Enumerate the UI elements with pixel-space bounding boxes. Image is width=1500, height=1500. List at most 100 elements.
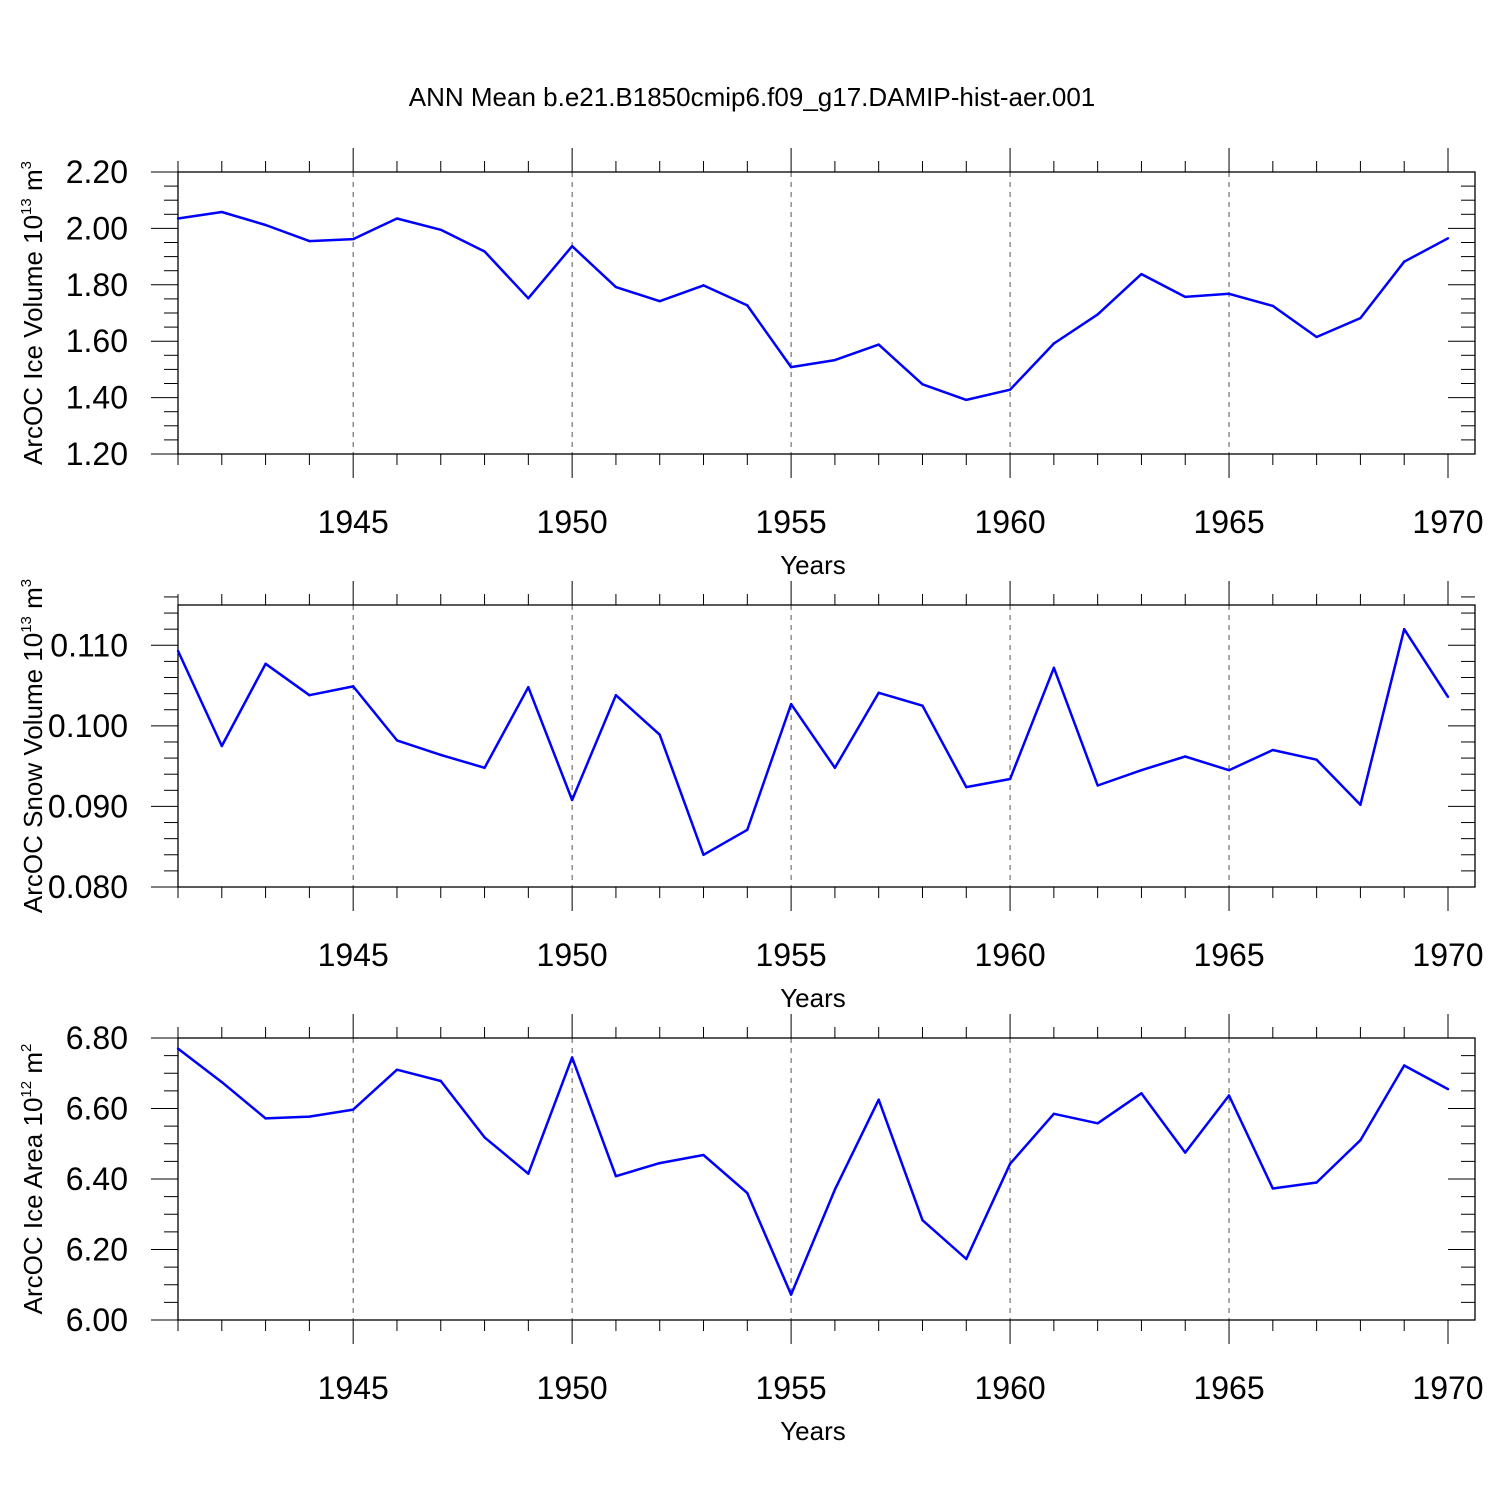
y-tick-label: 1.20 — [66, 436, 128, 472]
x-tick-label: 1950 — [537, 1370, 608, 1406]
data-point — [176, 649, 180, 653]
data-point — [702, 1153, 705, 1157]
y-tick-label: 6.00 — [66, 1302, 128, 1338]
y-tick-label: 6.60 — [66, 1091, 128, 1127]
data-point — [1096, 1122, 1099, 1125]
x-tick-label: 1970 — [1412, 1370, 1483, 1406]
data-point — [1140, 768, 1143, 772]
data-point — [176, 217, 180, 220]
data-point — [570, 1056, 574, 1059]
y-tick-label: 0.080 — [48, 869, 128, 905]
data-point — [789, 365, 793, 369]
panel-snow-volume: 1945 1950 1955 1960 1965 1970 0.080 0.090 0.100 0… — [18, 579, 1484, 1013]
data-point — [658, 1161, 661, 1165]
data-point — [1096, 313, 1099, 316]
panel-ice-area: 1945 1950 1955 1960 1965 1970 6.00 6.20 6.40 6.60… — [18, 1014, 1484, 1446]
data-point — [1052, 666, 1056, 670]
plot-frame — [177, 171, 1476, 455]
data-point — [1008, 1162, 1012, 1166]
data-point — [1359, 803, 1362, 807]
data-point — [395, 739, 399, 742]
y-tick-label: 6.20 — [66, 1232, 128, 1268]
data-point — [1403, 260, 1406, 263]
data-point — [789, 1293, 793, 1296]
data-point — [746, 304, 749, 307]
x-tick-label: 1955 — [756, 937, 827, 973]
data-point — [877, 691, 880, 695]
data-point — [395, 217, 399, 220]
data-point — [1052, 1112, 1056, 1115]
data-point — [1052, 342, 1056, 345]
x-tick-label: 1965 — [1193, 937, 1264, 973]
data-point — [614, 1174, 618, 1178]
data-point — [965, 785, 968, 789]
x-axis-label: Years — [780, 983, 846, 1013]
x-tick-label: 1970 — [1412, 937, 1483, 973]
data-point — [1227, 1094, 1231, 1097]
data-point — [1446, 1087, 1450, 1091]
data-point — [483, 250, 486, 253]
data-point — [921, 1219, 924, 1222]
data-point — [658, 733, 661, 736]
data-point — [439, 753, 442, 757]
x-tick-label: 1945 — [318, 504, 389, 540]
x-tick-label: 1955 — [756, 504, 827, 540]
x-tick-label: 1955 — [756, 1370, 827, 1406]
chart-title: ANN Mean b.e21.B1850cmip6.f09_g17.DAMIP-… — [409, 82, 1096, 112]
data-point — [1271, 748, 1275, 752]
data-point — [1271, 1187, 1275, 1190]
data-point — [308, 694, 311, 697]
data-point — [1184, 1151, 1187, 1154]
data-point — [1315, 758, 1318, 761]
data-point — [965, 1257, 968, 1261]
x-tick-label: 1960 — [974, 1370, 1045, 1406]
data-point — [439, 1079, 442, 1083]
data-point — [833, 1188, 837, 1191]
y-axis-label: ArcOC Snow Volume 1013 m3 — [18, 579, 48, 913]
x-tick-label: 1965 — [1193, 504, 1264, 540]
x-tick-label: 1960 — [974, 937, 1045, 973]
data-point — [264, 662, 267, 666]
data-point — [1140, 272, 1143, 276]
data-point — [264, 1117, 267, 1120]
y-tick-label: 0.100 — [48, 708, 128, 744]
data-point — [220, 210, 223, 214]
data-point — [702, 853, 705, 856]
plot-frame — [177, 1037, 1476, 1321]
y-tick-label: 0.110 — [50, 627, 128, 663]
y-tick-label: 1.60 — [66, 323, 128, 359]
data-point — [877, 1098, 880, 1101]
data-point — [483, 1136, 486, 1139]
data-point — [1315, 1181, 1318, 1184]
data-point — [220, 1080, 223, 1084]
data-point — [1096, 784, 1099, 787]
series-line — [176, 627, 1450, 857]
data-point — [1271, 304, 1275, 308]
data-point — [614, 694, 618, 697]
data-point — [527, 1172, 530, 1175]
data-point — [1140, 1092, 1143, 1095]
y-tick-label: 6.40 — [66, 1161, 128, 1197]
data-point — [1184, 755, 1187, 758]
data-point — [877, 343, 880, 346]
data-point — [395, 1068, 399, 1071]
data-point — [220, 744, 223, 748]
data-point — [1008, 777, 1012, 781]
data-point — [176, 1047, 180, 1050]
y-tick-label: 2.20 — [66, 154, 128, 190]
data-point — [1227, 292, 1231, 296]
panel-ice-volume: 1945 1950 1955 1960 1965 1970 1.20 1.40 1.60 1.80… — [18, 148, 1484, 580]
y-tick-label: 2.00 — [66, 210, 128, 246]
data-point — [527, 297, 530, 300]
x-tick-label: 1960 — [974, 504, 1045, 540]
x-tick-label: 1970 — [1412, 504, 1483, 540]
x-tick-label: 1945 — [318, 1370, 389, 1406]
data-point — [439, 228, 442, 232]
y-tick-label: 1.40 — [66, 380, 128, 416]
data-point — [351, 237, 355, 241]
data-point — [921, 383, 924, 386]
data-point — [833, 766, 837, 769]
data-point — [308, 1115, 311, 1118]
data-point — [1359, 1139, 1362, 1142]
